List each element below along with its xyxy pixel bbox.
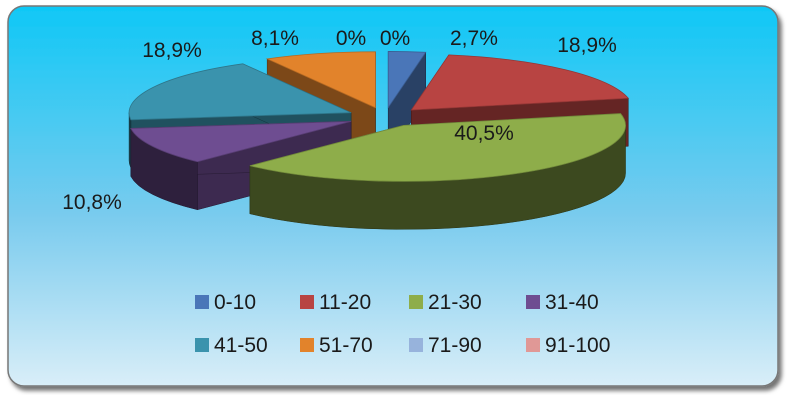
legend-label: 91-100 (545, 334, 610, 357)
data-labels: 2,7% 18,9% 40,5% 10,8% 18,9% 8,1% 0% 0% (62, 27, 617, 214)
legend-entry-31-40: 31-40 (526, 291, 599, 314)
legend-entry-71-90: 71-90 (409, 334, 482, 357)
legend-label: 11-20 (319, 291, 371, 314)
legend-entry-51-70: 51-70 (300, 334, 373, 357)
legend-entry-0-10: 0-10 (195, 291, 256, 314)
legend-label: 21-30 (428, 291, 482, 314)
legend-entry-21-30: 21-30 (409, 291, 482, 314)
pie-slice-21-30 (249, 113, 626, 230)
legend-swatch (409, 295, 423, 309)
data-label-41-50: 18,9% (142, 39, 202, 62)
data-label-51-70: 8,1% (251, 27, 299, 50)
data-label-21-30: 40,5% (454, 122, 514, 145)
legend-label: 51-70 (319, 334, 373, 357)
legend-swatch (300, 338, 314, 352)
legend-swatch (195, 338, 209, 352)
data-label-11-20: 18,9% (557, 34, 617, 57)
legend-swatch (300, 295, 314, 309)
legend-label: 41-50 (214, 334, 268, 357)
data-label-71-90: 0% (380, 27, 410, 50)
legend-label: 31-40 (545, 291, 599, 314)
legend-entry-11-20: 11-20 (300, 291, 371, 314)
pie (128, 51, 630, 230)
legend-entry-41-50: 41-50 (195, 334, 268, 357)
data-label-91-100: 0% (336, 27, 366, 50)
legend-swatch (526, 295, 540, 309)
legend-swatch (409, 338, 423, 352)
data-label-0-10: 2,7% (450, 27, 498, 50)
legend: 0-10 11-20 21-30 31-40 41-50 51-70 71-90 91-100 (195, 291, 610, 357)
legend-label: 71-90 (428, 334, 482, 357)
legend-swatch (526, 338, 540, 352)
legend-swatch (195, 295, 209, 309)
data-label-31-40: 10,8% (62, 191, 122, 214)
legend-entry-91-100: 91-100 (526, 334, 610, 357)
legend-label: 0-10 (214, 291, 256, 314)
